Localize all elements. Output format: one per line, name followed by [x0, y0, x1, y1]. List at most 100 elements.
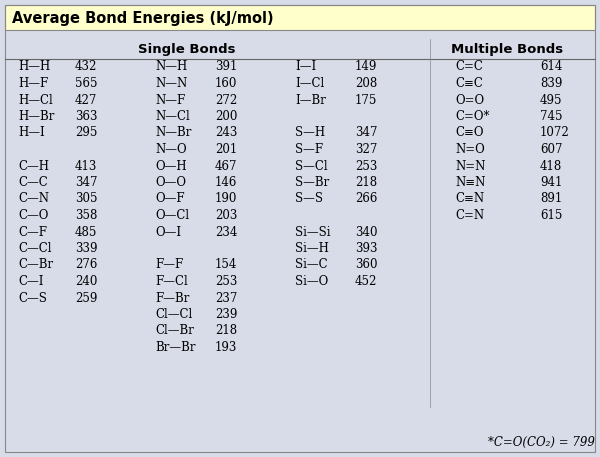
- Text: 427: 427: [75, 94, 97, 106]
- Text: O—Cl: O—Cl: [155, 209, 189, 222]
- Text: C—S: C—S: [18, 292, 47, 304]
- Text: H—Br: H—Br: [18, 110, 55, 123]
- Text: 485: 485: [75, 225, 97, 239]
- Text: O=O: O=O: [455, 94, 484, 106]
- Text: 495: 495: [540, 94, 563, 106]
- Text: I—Cl: I—Cl: [295, 77, 324, 90]
- FancyBboxPatch shape: [5, 5, 595, 30]
- Text: 432: 432: [75, 60, 97, 74]
- Text: 360: 360: [355, 259, 377, 271]
- Text: N—N: N—N: [155, 77, 187, 90]
- Text: 253: 253: [355, 159, 377, 172]
- Text: S—S: S—S: [295, 192, 323, 206]
- Text: 154: 154: [215, 259, 238, 271]
- Text: 149: 149: [355, 60, 377, 74]
- Text: S—H: S—H: [295, 127, 325, 139]
- Text: Cl—Cl: Cl—Cl: [155, 308, 192, 321]
- Text: F—F: F—F: [155, 259, 183, 271]
- Text: O—H: O—H: [155, 159, 187, 172]
- Text: 237: 237: [215, 292, 238, 304]
- Text: C—Cl: C—Cl: [18, 242, 52, 255]
- Text: F—Br: F—Br: [155, 292, 190, 304]
- Text: 363: 363: [75, 110, 97, 123]
- Text: O—O: O—O: [155, 176, 186, 189]
- Text: 391: 391: [215, 60, 238, 74]
- Text: 467: 467: [215, 159, 238, 172]
- Text: 607: 607: [540, 143, 563, 156]
- Text: 339: 339: [75, 242, 97, 255]
- Text: 234: 234: [215, 225, 238, 239]
- Text: 201: 201: [215, 143, 237, 156]
- Text: 208: 208: [355, 77, 377, 90]
- Text: C—Br: C—Br: [18, 259, 53, 271]
- Text: 614: 614: [540, 60, 562, 74]
- Text: 347: 347: [75, 176, 97, 189]
- Text: 1072: 1072: [540, 127, 570, 139]
- Text: 839: 839: [540, 77, 562, 90]
- Text: C≡O: C≡O: [455, 127, 484, 139]
- Text: 615: 615: [540, 209, 562, 222]
- Text: 347: 347: [355, 127, 377, 139]
- Text: 305: 305: [75, 192, 97, 206]
- Text: N≡N: N≡N: [455, 176, 485, 189]
- Text: O—I: O—I: [155, 225, 181, 239]
- Text: N—O: N—O: [155, 143, 187, 156]
- Text: 253: 253: [215, 275, 238, 288]
- Text: Si—Si: Si—Si: [295, 225, 331, 239]
- Text: S—Br: S—Br: [295, 176, 329, 189]
- Text: Average Bond Energies (kJ/mol): Average Bond Energies (kJ/mol): [12, 11, 274, 26]
- Text: *C=O(CO₂) = 799: *C=O(CO₂) = 799: [488, 436, 595, 448]
- Text: S—F: S—F: [295, 143, 323, 156]
- Text: N—F: N—F: [155, 94, 185, 106]
- Text: N=O: N=O: [455, 143, 485, 156]
- Text: I—Br: I—Br: [295, 94, 326, 106]
- Text: 340: 340: [355, 225, 377, 239]
- Text: 565: 565: [75, 77, 97, 90]
- Text: 393: 393: [355, 242, 377, 255]
- Text: C—F: C—F: [18, 225, 47, 239]
- Text: 200: 200: [215, 110, 238, 123]
- Text: 413: 413: [75, 159, 97, 172]
- Text: Cl—Br: Cl—Br: [155, 324, 194, 338]
- Text: F—Cl: F—Cl: [155, 275, 188, 288]
- Text: N—Cl: N—Cl: [155, 110, 190, 123]
- Text: C=C: C=C: [455, 60, 483, 74]
- Text: 745: 745: [540, 110, 563, 123]
- Text: 243: 243: [215, 127, 238, 139]
- Text: S—Cl: S—Cl: [295, 159, 328, 172]
- Text: O—F: O—F: [155, 192, 185, 206]
- Text: H—F: H—F: [18, 77, 48, 90]
- Text: N—Br: N—Br: [155, 127, 191, 139]
- Text: Si—H: Si—H: [295, 242, 329, 255]
- Text: Si—C: Si—C: [295, 259, 328, 271]
- Text: 203: 203: [215, 209, 238, 222]
- Text: 452: 452: [355, 275, 377, 288]
- Text: C≡N: C≡N: [455, 192, 484, 206]
- Text: I—I: I—I: [295, 60, 316, 74]
- Text: H—I: H—I: [18, 127, 45, 139]
- Text: 266: 266: [355, 192, 377, 206]
- Text: H—Cl: H—Cl: [18, 94, 53, 106]
- Text: C=N: C=N: [455, 209, 484, 222]
- Text: 272: 272: [215, 94, 237, 106]
- Text: 239: 239: [215, 308, 238, 321]
- Text: 259: 259: [75, 292, 97, 304]
- Text: 175: 175: [355, 94, 377, 106]
- Text: 240: 240: [75, 275, 97, 288]
- Text: 160: 160: [215, 77, 238, 90]
- Text: Multiple Bonds: Multiple Bonds: [451, 43, 563, 55]
- Text: 146: 146: [215, 176, 238, 189]
- Text: Single Bonds: Single Bonds: [138, 43, 235, 55]
- Text: C—H: C—H: [18, 159, 49, 172]
- Text: 418: 418: [540, 159, 562, 172]
- Text: 295: 295: [75, 127, 97, 139]
- Text: C≡C: C≡C: [455, 77, 483, 90]
- Text: 218: 218: [355, 176, 377, 189]
- Text: C—I: C—I: [18, 275, 44, 288]
- Text: 941: 941: [540, 176, 562, 189]
- Text: 190: 190: [215, 192, 238, 206]
- Text: N—H: N—H: [155, 60, 187, 74]
- Text: Br—Br: Br—Br: [155, 341, 196, 354]
- Text: C—C: C—C: [18, 176, 48, 189]
- Text: N=N: N=N: [455, 159, 485, 172]
